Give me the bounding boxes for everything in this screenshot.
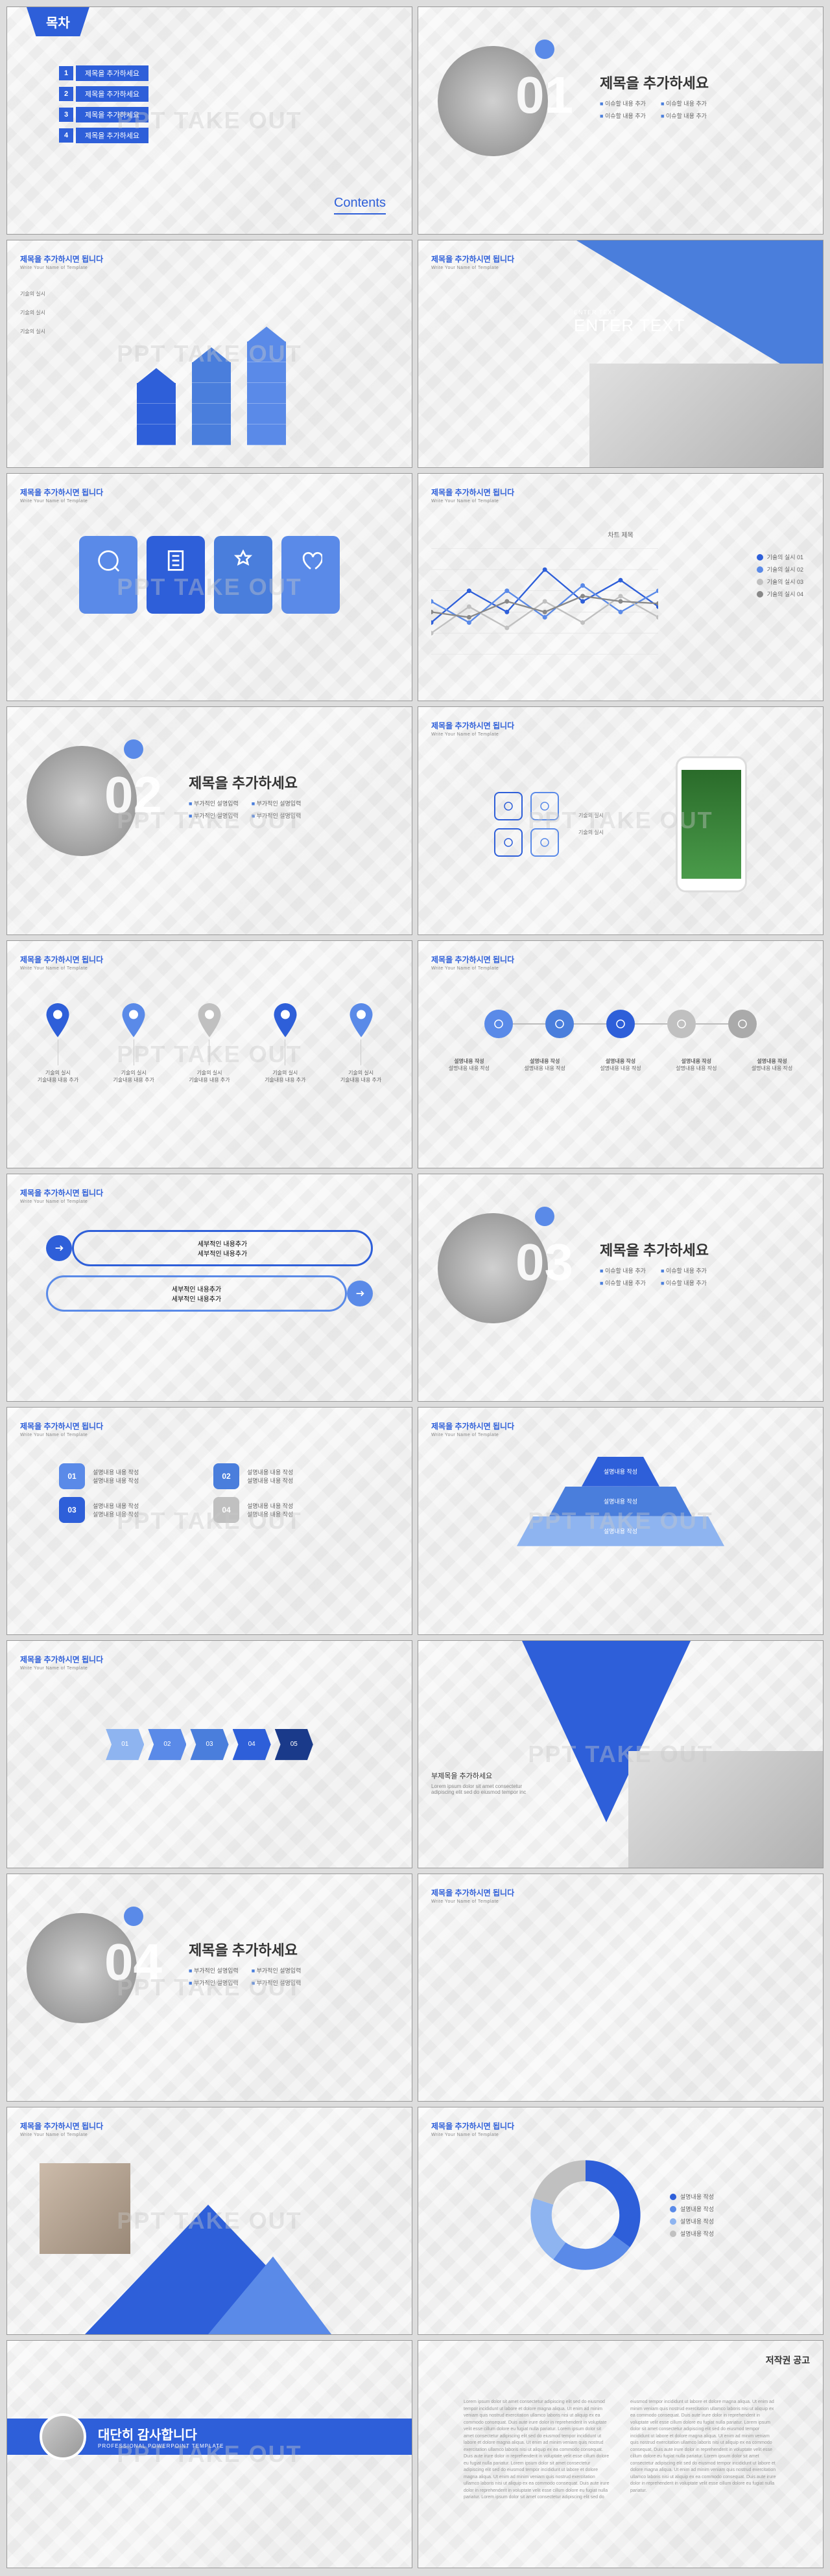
copyright-title: 저작권 공고 xyxy=(431,2354,810,2367)
donut-legend: 설명내용 작성설명내용 작성설명내용 작성설명내용 작성 xyxy=(670,2188,714,2242)
chart-legend: 기술의 실시 01기술의 실시 02기술의 실시 03기술의 실시 04 xyxy=(757,549,803,602)
slide-enter-text: 제목을 추가하시면 됩니다 Write Your Name of Templat… xyxy=(418,240,824,468)
slide-thanks: 대단히 감사합니다 PROFESSIONAL POWERPOINT TEMPLA… xyxy=(6,2340,412,2568)
slide-section-04: 04 제목을 추가하세요 부가적인 설명입력부가적인 설명입력 부가적인 설명입… xyxy=(6,1874,412,2102)
phone-screen xyxy=(682,770,741,879)
slide-section-01: 01 제목을 추가하세요 이슈할 내용 추가이슈할 내용 추가 이슈할 내용 추… xyxy=(418,6,824,235)
copyright-text: Lorem ipsum dolor sit amet consectetur a… xyxy=(431,2373,810,2527)
slide-bars: 제목을 추가하시면 됩니다 Write Your Name of Templat… xyxy=(6,240,412,468)
slide-phone: 제목을 추가하시면 됩니다 Write Your Name of Templat… xyxy=(418,706,824,934)
enter-title: ENTER TEXT xyxy=(574,316,810,336)
slide-donut: 제목을 추가하시면 됩니다 Write Your Name of Templat… xyxy=(418,2107,824,2335)
contents-tab: 목차 xyxy=(27,7,89,36)
arrow-sequence: 0102030405 xyxy=(20,1729,399,1760)
icon-boxes-row xyxy=(20,536,399,614)
thanks-avatar xyxy=(40,2413,86,2460)
section-bullets: 이슈할 내용 추가이슈할 내용 추가 이슈할 내용 추가이슈할 내용 추가 xyxy=(600,99,709,120)
slide-timeline: 제목을 추가하시면 됩니다 Write Your Name of Templat… xyxy=(418,940,824,1168)
slide-linechart: 제목을 추가하시면 됩니다 Write Your Name of Templat… xyxy=(418,473,824,701)
chart-title: 차트 제목 xyxy=(431,529,810,539)
contents-num: 1 xyxy=(59,66,73,80)
slide-subtitle: Write Your Name of Template xyxy=(20,266,399,270)
timeline-labels: 설명내용 작성설명내용 내용 작성설명내용 작성설명내용 내용 작성설명내용 작… xyxy=(431,1058,810,1072)
line-chart: 차트 제목 기술의 실시 01기술의 실시 02기술의 실시 03기술의 실시 … xyxy=(431,529,810,646)
flow-rows: 세부적인 내용추가세부적인 내용추가세부적인 내용추가세부적인 내용추가 xyxy=(20,1230,399,1312)
subtitle-text: 부제목을 추가하세요 xyxy=(431,1770,810,1781)
contents-footer: Contents xyxy=(334,196,386,215)
section-title: 제목을 추가하세요 xyxy=(600,72,709,93)
bar-chart xyxy=(137,316,286,445)
slide-section-03: 03 제목을 추가하세요 이슈할 내용 추가이슈할 내용 추가 이슈할 내용 추… xyxy=(418,1174,824,1402)
slide-numboxes: 제목을 추가하시면 됩니다 Write Your Name of Templat… xyxy=(6,1407,412,1635)
thanks-subtitle: PROFESSIONAL POWERPOINT TEMPLATE xyxy=(98,2443,224,2449)
slide-grid: 목차 1제목을 추가하세요 2제목을 추가하세요 3제목을 추가하세요 4제목을… xyxy=(6,6,824,2568)
slide-icon-boxes: 제목을 추가하시면 됩니다 Write Your Name of Templat… xyxy=(6,473,412,701)
donut-chart xyxy=(527,2157,644,2273)
person-photo xyxy=(40,2163,130,2254)
chart-svg xyxy=(431,543,658,660)
bars-legend: 기술의 실시 기술의 실시 기술의 실시 xyxy=(20,290,111,445)
pins-row: 기술의 실시기술내용 내용 추가기술의 실시기술내용 내용 추가기술의 실시기술… xyxy=(20,1003,399,1084)
contents-item: 제목을 추가하세요 xyxy=(76,65,148,81)
slide-pyramid: 제목을 추가하시면 됩니다 Write Your Name of Templat… xyxy=(418,1407,824,1635)
slide-pins: 제목을 추가하시면 됩니다 Write Your Name of Templat… xyxy=(6,940,412,1168)
contents-list: 1제목을 추가하세요 2제목을 추가하세요 3제목을 추가하세요 4제목을 추가… xyxy=(59,65,399,143)
slide-triangle-photo: 부제목을 추가하세요 Lorem ipsum dolor sit amet co… xyxy=(418,1640,824,1868)
slide-arrows: 제목을 추가하시면 됩니다 Write Your Name of Templat… xyxy=(6,1640,412,1868)
feature-icons xyxy=(494,792,559,857)
slide-contents: 목차 1제목을 추가하세요 2제목을 추가하세요 3제목을 추가하세요 4제목을… xyxy=(6,6,412,235)
slide-copyright: 저작권 공고 Lorem ipsum dolor sit amet consec… xyxy=(418,2340,824,2568)
enter-label: ENTER TEXT xyxy=(574,309,810,316)
slide-title: 제목을 추가하시면 됩니다 xyxy=(20,253,399,264)
slide-person-triangles: 제목을 추가하시면 됩니다 Write Your Name of Templat… xyxy=(6,2107,412,2335)
accent-dot xyxy=(535,40,554,59)
slide-section-02: 02 제목을 추가하세요 부가적인 설명입력부가적인 설명입력 부가적인 설명입… xyxy=(6,706,412,934)
thanks-title: 대단히 감사합니다 xyxy=(98,2424,224,2443)
slide-gallery: 제목을 추가하시면 됩니다 Write Your Name of Templat… xyxy=(418,1874,824,2102)
timeline-row xyxy=(431,1010,810,1038)
pyramid-chart: 설명내용 작성설명내용 작성설명내용 작성 xyxy=(431,1457,810,1546)
feature-text: 기술의 실시 기술의 실시 xyxy=(578,812,656,837)
number-boxes: 01설명내용 내용 작성설명내용 내용 작성02설명내용 내용 작성설명내용 내… xyxy=(59,1463,360,1523)
section-number: 01 xyxy=(516,65,573,125)
slide-flow: 제목을 추가하시면 됩니다 Write Your Name of Templat… xyxy=(6,1174,412,1402)
phone-mockup xyxy=(676,756,747,892)
